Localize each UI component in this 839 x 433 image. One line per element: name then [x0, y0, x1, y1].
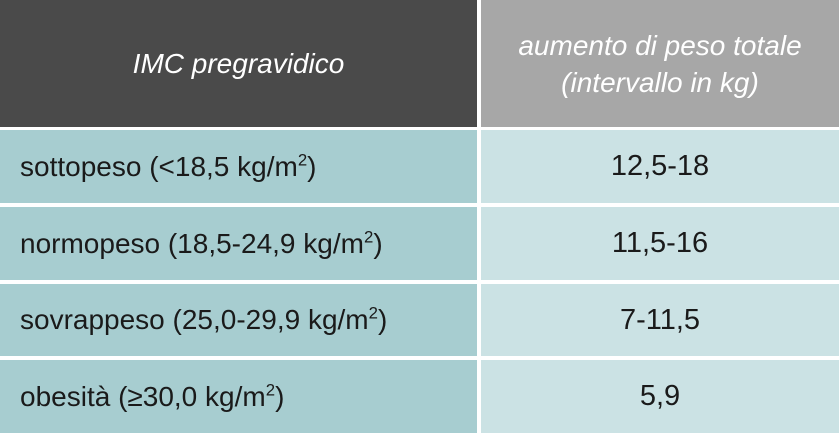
weight-gain-value: 7-11,5: [619, 303, 701, 336]
table-row: obesità (≥30,0 kg/m2) 5,9: [0, 360, 839, 433]
header-weight-gain-cell: aumento di peso totale (intervallo in kg…: [481, 0, 839, 127]
weight-gain-cell: 12,5-18: [481, 130, 839, 203]
weight-gain-cell: 5,9: [481, 360, 839, 433]
bmi-category-label: normopeso (18,5-24,9 kg/m2): [20, 227, 383, 259]
bmi-category-cell: obesità (≥30,0 kg/m2): [0, 360, 477, 433]
weight-gain-cell: 11,5-16: [481, 207, 839, 280]
table-row: normopeso (18,5-24,9 kg/m2) 11,5-16: [0, 207, 839, 280]
weight-gain-value: 5,9: [639, 380, 681, 412]
header-bmi-label: IMC pregravidico: [132, 47, 345, 79]
header-weight-gain-line2: (intervallo in kg): [561, 66, 759, 98]
bmi-category-label: sovrappeso (25,0-29,9 kg/m2): [20, 303, 388, 335]
weight-gain-cell: 7-11,5: [481, 284, 839, 356]
table-row: sottopeso (<18,5 kg/m2) 12,5-18: [0, 130, 839, 203]
weight-gain-value: 11,5-16: [611, 227, 709, 259]
bmi-category-cell: sottopeso (<18,5 kg/m2): [0, 130, 477, 203]
header-bmi-cell: IMC pregravidico: [0, 0, 477, 127]
header-weight-gain-line1: aumento di peso totale: [518, 29, 802, 61]
bmi-category-label: obesità (≥30,0 kg/m2): [20, 380, 285, 412]
weight-gain-value: 12,5-18: [610, 150, 710, 182]
bmi-category-cell: sovrappeso (25,0-29,9 kg/m2): [0, 284, 477, 356]
table-header-row: IMC pregravidico aumento di peso totale …: [0, 0, 839, 127]
bmi-category-cell: normopeso (18,5-24,9 kg/m2): [0, 207, 477, 280]
bmi-category-label: sottopeso (<18,5 kg/m2): [20, 150, 317, 182]
table-row: sovrappeso (25,0-29,9 kg/m2) 7-11,5: [0, 284, 839, 356]
